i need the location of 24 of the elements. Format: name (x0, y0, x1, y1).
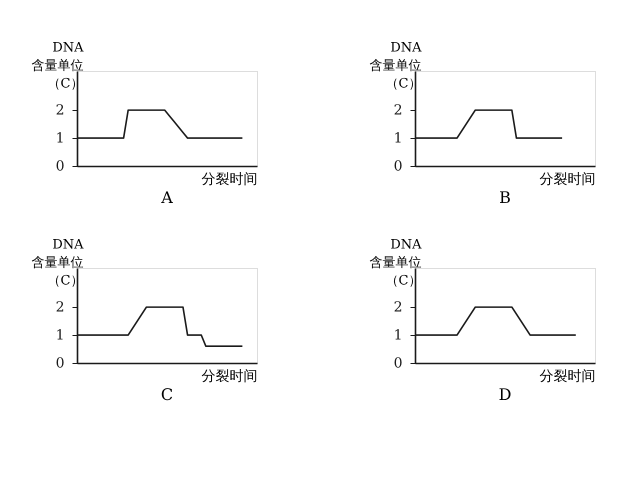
y-tick-label: 0 (56, 356, 64, 372)
x-axis-title: 分裂时间 (540, 172, 596, 188)
x-axis-title: 分裂时间 (202, 172, 258, 188)
y-tick-label: 1 (56, 130, 64, 147)
y-tick-label: 2 (56, 300, 64, 316)
y-tick-label: 1 (394, 130, 402, 147)
text: B (499, 188, 511, 207)
text: C (160, 385, 174, 404)
y-tick-label: 1 (394, 328, 402, 344)
text: A (160, 188, 174, 207)
y-axis-title: DNA 含量单位（C） (370, 40, 422, 92)
y-axis-title: DNA 含量单位（C） (32, 40, 84, 92)
text: D (498, 385, 512, 404)
y-tick-label: 0 (394, 356, 402, 372)
x-axis-title: 分裂时间 (540, 368, 596, 384)
y-tick-label: 2 (56, 102, 64, 119)
y-tick-label: 0 (56, 158, 64, 174)
y-axis-title: DNA 含量单位（C） (370, 238, 422, 288)
y-tick-label: 2 (394, 102, 402, 119)
y-tick-label: 2 (394, 300, 402, 316)
y-axis-title: DNA 含量单位（C） (32, 238, 84, 288)
x-axis-title: 分裂时间 (202, 368, 258, 384)
y-tick-label: 0 (394, 158, 402, 174)
y-tick-label: 1 (56, 328, 64, 344)
